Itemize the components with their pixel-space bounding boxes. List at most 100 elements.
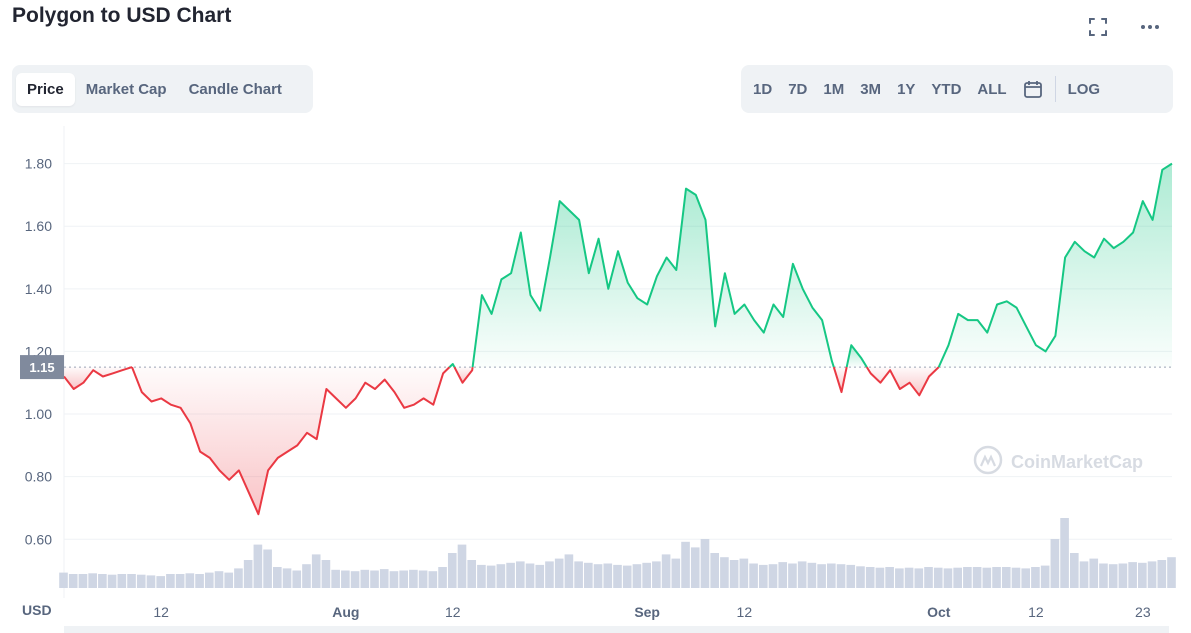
volume-bar [370, 570, 379, 588]
volume-bar [1031, 567, 1040, 588]
volume-bar [1147, 561, 1157, 588]
volume-bar [136, 574, 146, 588]
volume-bar [642, 562, 651, 588]
volume-bar [933, 567, 943, 588]
volume-bar [992, 567, 1001, 588]
volume-bar [749, 563, 758, 588]
volume-bar [1157, 560, 1167, 588]
volume-bar [127, 574, 136, 588]
volume-bar [953, 567, 962, 588]
volume-bar [1021, 568, 1031, 588]
volume-bar [720, 557, 729, 588]
volume-bar [885, 567, 894, 588]
volume-bar [778, 562, 788, 588]
volume-bar [613, 564, 622, 588]
volume-bar [729, 560, 739, 588]
baseline-tag: 1.15 [20, 355, 64, 380]
volume-bar [156, 576, 166, 588]
volume-bar [496, 564, 506, 588]
volume-bar [710, 553, 720, 588]
price-line-up [471, 187, 835, 368]
range-7d[interactable]: 7D [788, 80, 808, 98]
volume-bar [827, 563, 836, 588]
area-above-baseline [938, 163, 1172, 368]
time-range-selector: 1D 7D 1M 3M 1Y YTD ALL LOG [741, 65, 1173, 113]
volume-bar [788, 563, 797, 588]
volume-bar [768, 564, 778, 588]
volume-bar [1108, 564, 1118, 588]
volume-bar [690, 547, 700, 588]
volume-bar [622, 565, 632, 588]
x-tick-label: 12 [1028, 604, 1044, 620]
volume-bar [895, 568, 904, 588]
log-toggle[interactable]: LOG [1067, 80, 1101, 98]
calendar-icon[interactable] [1015, 75, 1051, 103]
price-line-up [937, 162, 1173, 368]
volume-bar [972, 567, 982, 588]
volume-bar [166, 574, 175, 588]
area-below-baseline [132, 367, 450, 515]
volume-bar [214, 571, 224, 588]
range-1d[interactable]: 1D [753, 80, 773, 98]
area-below-baseline [454, 367, 473, 383]
volume-bar [263, 549, 272, 588]
volume-bars [59, 518, 1176, 588]
volume-bar [758, 564, 768, 588]
volume-bar [438, 567, 447, 588]
volume-bar [1040, 565, 1050, 588]
price-lines [63, 162, 1173, 516]
currency-label: USD [22, 602, 52, 618]
volume-bar [389, 571, 399, 588]
volume-bar [1079, 561, 1089, 588]
y-axis: 0.600.801.001.201.401.601.80 [25, 156, 52, 548]
volume-bar [1060, 518, 1069, 588]
x-tick-label: 12 [153, 604, 169, 620]
volume-bar [904, 567, 914, 588]
y-tick-label: 1.00 [25, 406, 52, 422]
page-title: Polygon to USD Chart [12, 4, 232, 27]
volume-bar [253, 544, 263, 588]
volume-bar [875, 567, 885, 588]
volume-bar [273, 567, 282, 588]
y-tick-label: 1.80 [25, 156, 52, 172]
volume-bar [943, 568, 953, 588]
range-3m[interactable]: 3M [860, 80, 882, 98]
volume-bar [982, 567, 992, 588]
volume-bar [506, 562, 515, 588]
range-1m[interactable]: 1M [823, 80, 845, 98]
volume-bar [243, 560, 253, 588]
volume-bar [467, 560, 477, 588]
volume-bar [584, 562, 593, 588]
more-icon[interactable] [1137, 14, 1163, 40]
fullscreen-icon[interactable] [1085, 14, 1111, 40]
volume-bar [107, 574, 117, 588]
x-tick-label: Sep [634, 604, 660, 620]
price-line-down [131, 366, 451, 516]
volume-bar [321, 560, 331, 588]
volume-bar [797, 561, 807, 588]
range-ytd[interactable]: YTD [931, 80, 962, 98]
volume-bar [1089, 558, 1099, 588]
price-areas [64, 163, 1172, 515]
volume-bar [564, 554, 574, 588]
volume-bar [535, 564, 545, 588]
tab-price[interactable]: Price [16, 72, 75, 106]
volume-bar [963, 567, 972, 588]
volume-bar [59, 572, 68, 588]
tab-market-cap[interactable]: Market Cap [85, 80, 167, 98]
area-below-baseline [833, 367, 847, 393]
price-line-down [63, 366, 133, 390]
x-tick-label: 23 [1135, 604, 1151, 620]
tab-candle-chart[interactable]: Candle Chart [188, 80, 282, 98]
volume-bar [739, 558, 749, 588]
range-1y[interactable]: 1Y [897, 80, 916, 98]
x-tick-label: Oct [927, 604, 951, 620]
range-scrollbar[interactable] [64, 626, 1169, 633]
range-all[interactable]: ALL [977, 80, 1007, 98]
coinmarketcap-logo-icon [973, 445, 1003, 475]
volume-bar [817, 564, 826, 588]
volume-bar [554, 558, 564, 588]
price-line-down [832, 366, 848, 394]
volume-bar [1099, 563, 1108, 588]
volume-bar [204, 572, 214, 588]
